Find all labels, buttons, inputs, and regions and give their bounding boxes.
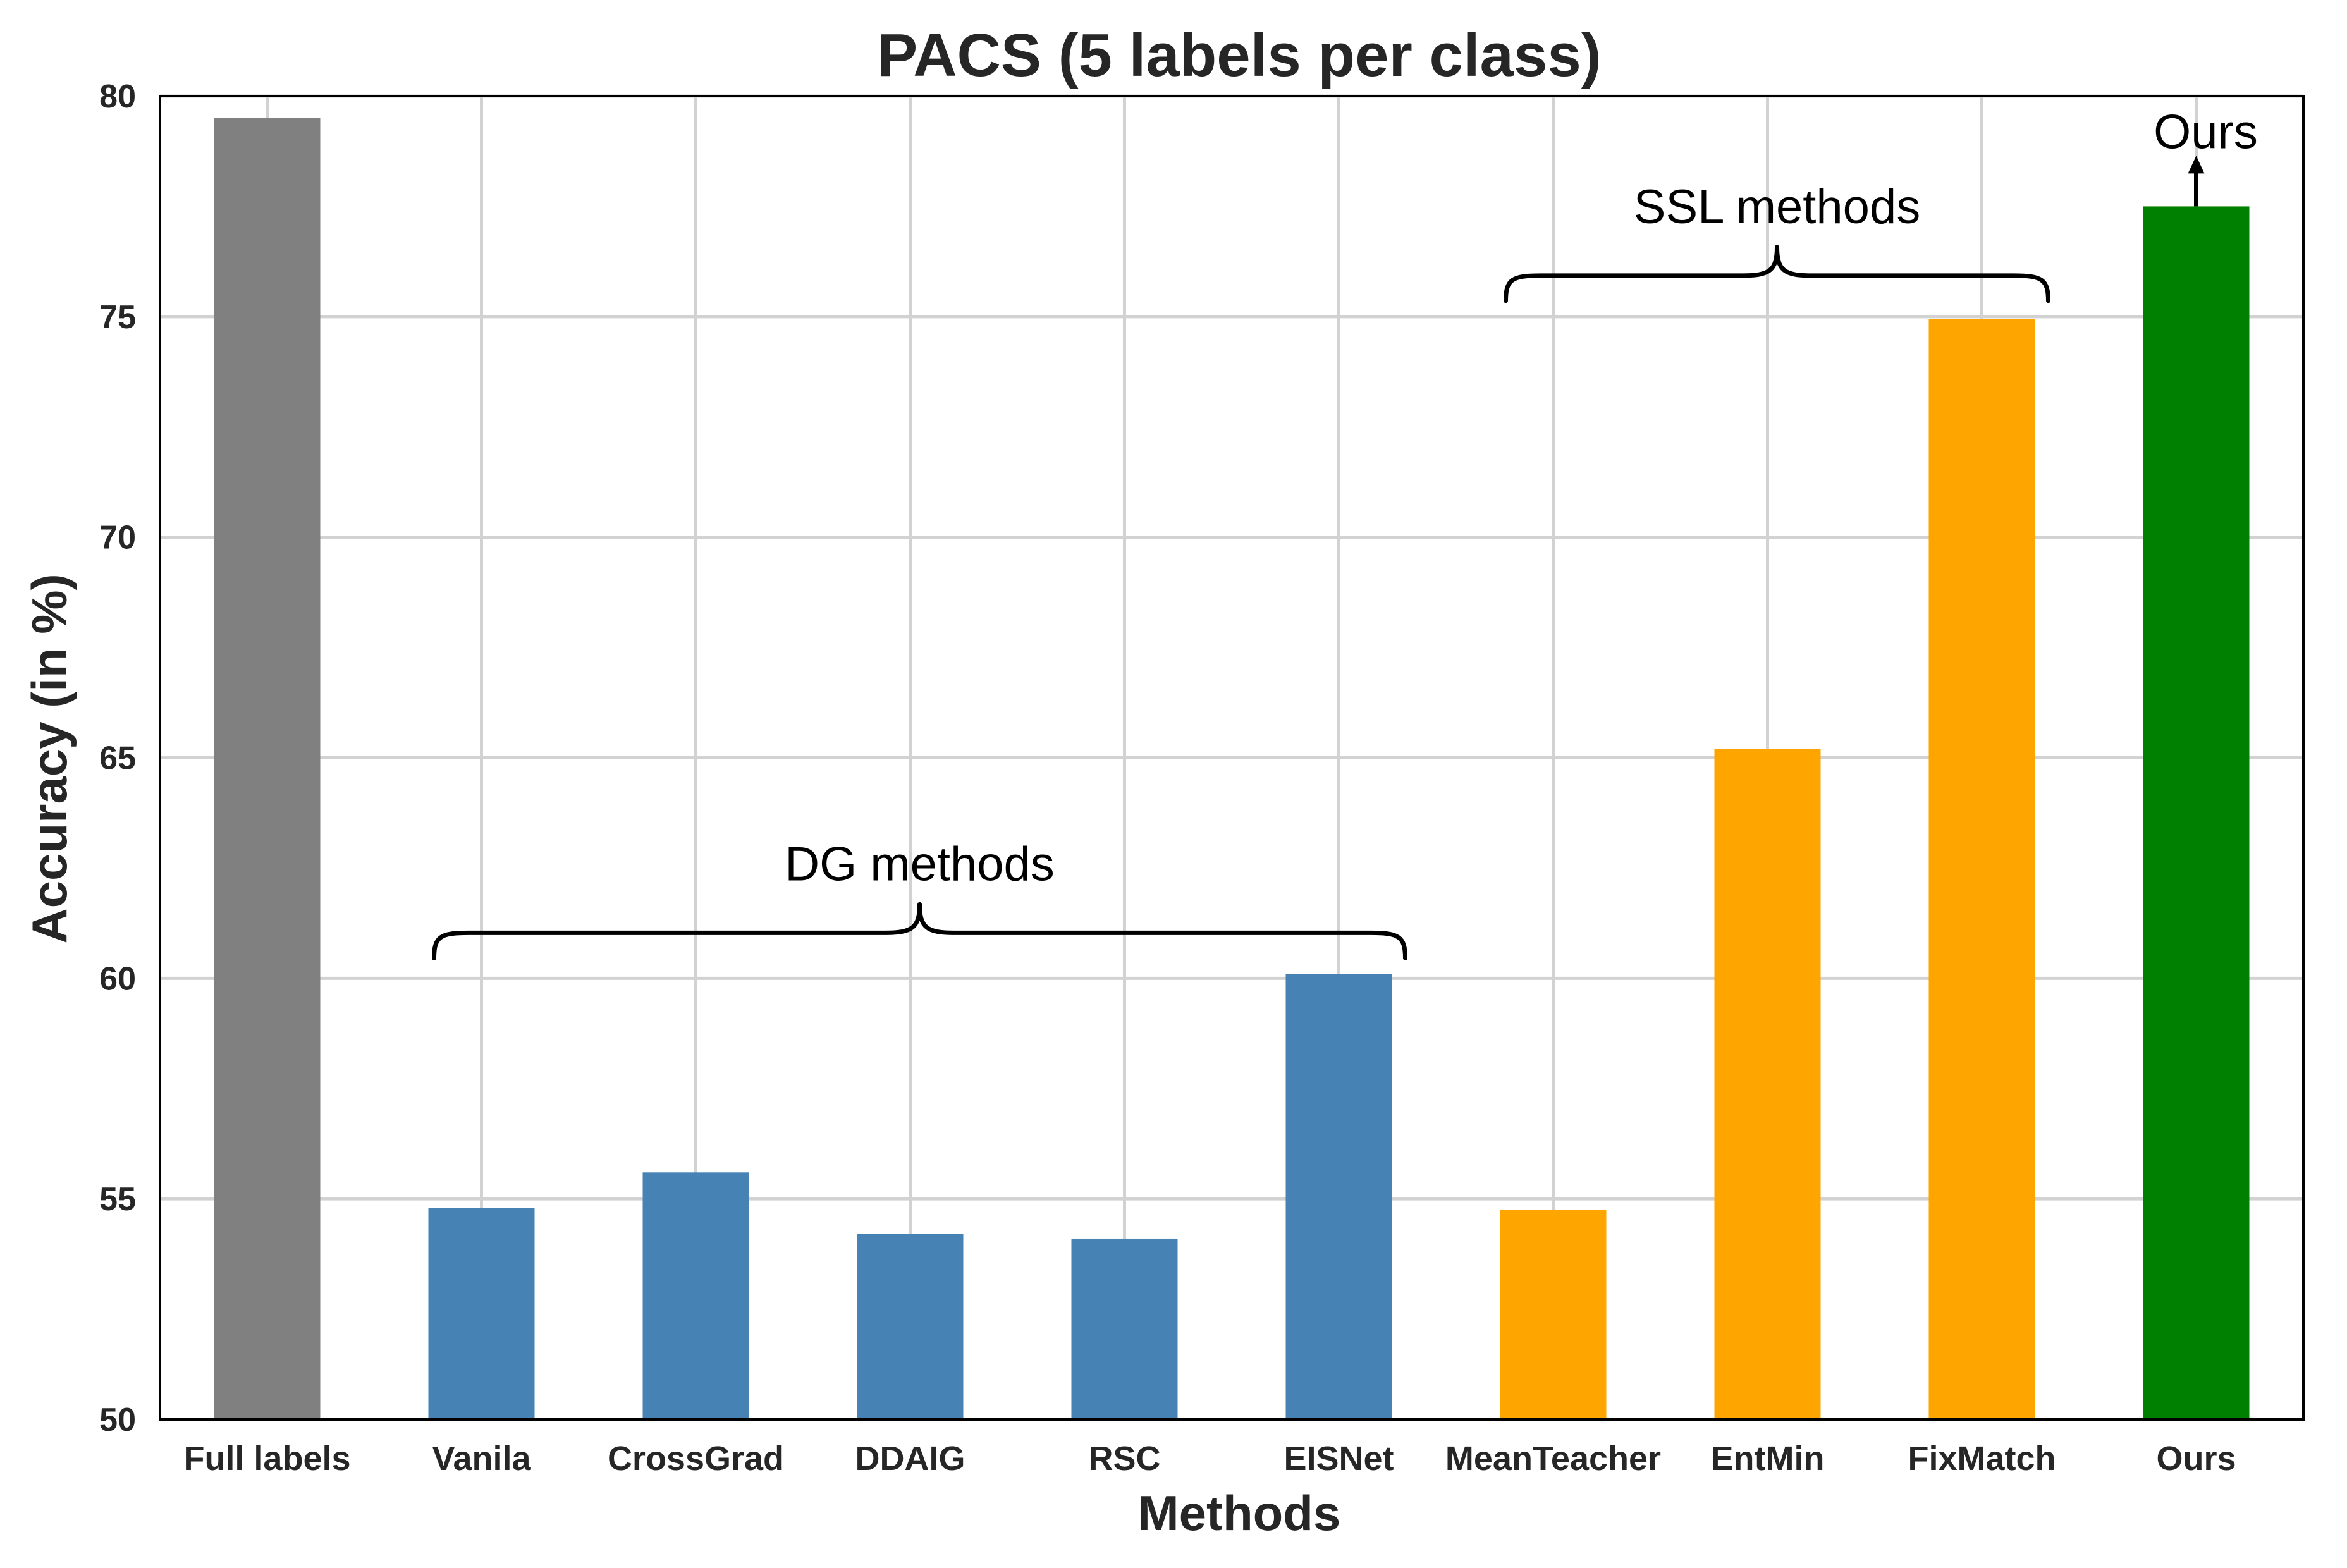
ours-annotation-label: Ours [2154,105,2258,159]
y-tick-label: 75 [99,299,136,336]
y-tick-label: 80 [99,78,136,115]
x-tick-label: FixMatch [1908,1440,2056,1478]
brace [1504,245,2050,303]
x-tick-label: CrossGrad [608,1440,784,1478]
chart-title: PACS (5 labels per class) [877,21,1601,89]
x-tick-label: EISNet [1284,1440,1394,1478]
bar [214,118,321,1420]
bar [1071,1238,1178,1419]
y-tick-label: 55 [99,1181,136,1218]
bar [428,1208,535,1419]
y-axis-label: Accuracy (in %) [21,573,77,943]
bar [1500,1210,1607,1419]
x-tick-label: EntMin [1711,1440,1825,1478]
annotations: DG methods SSL methods Ours [432,105,2258,960]
annotation-arrow-head [2188,156,2205,174]
x-tick-label: DDAIG [855,1440,965,1478]
x-tick-label: Ours [2156,1440,2236,1478]
x-axis-label: Methods [1138,1485,1341,1541]
x-tick-label: RSC [1088,1440,1160,1478]
y-tick-label: 70 [99,520,136,556]
y-tick-label: 60 [99,960,136,997]
bar [857,1234,964,1419]
group-annotation-label: DG methods [785,837,1055,891]
x-tick-label: Full labels [183,1440,350,1478]
bar [2143,206,2250,1420]
bar [1285,974,1392,1419]
x-tick-label: Vanila [432,1440,531,1478]
y-tick-label: 50 [99,1402,136,1438]
y-tick-label: 65 [99,740,136,777]
brace [432,902,1407,960]
bar [642,1172,749,1419]
plot-frame [159,95,2305,1421]
y-tick-labels: 50 55 60 65 70 75 80 [99,78,136,1438]
group-annotation-label: SSL methods [1634,180,1920,234]
bar [1928,319,2035,1419]
bars [214,118,2250,1420]
x-tick-label: MeanTeacher [1445,1440,1661,1478]
bar [1714,749,1821,1419]
x-tick-labels: Full labels Vanila CrossGrad DDAIG RSC EISNet… [183,1440,2236,1478]
